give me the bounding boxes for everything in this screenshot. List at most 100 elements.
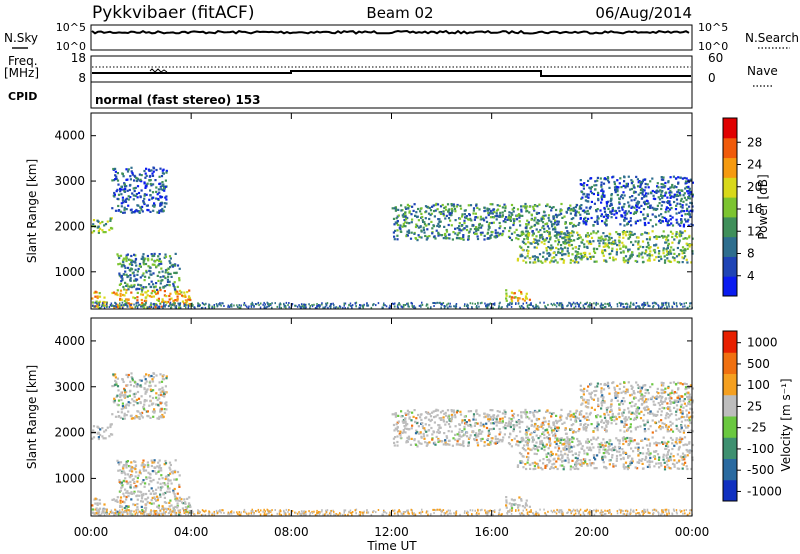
power-cell (624, 302, 627, 305)
velocity-cell (598, 451, 601, 454)
power-cell (135, 176, 138, 180)
power-cell (510, 212, 513, 215)
power-cell (553, 256, 556, 259)
velocity-cell (444, 423, 447, 426)
velocity-cell (453, 411, 456, 414)
power-cell (438, 301, 440, 304)
colorbar-segment (723, 177, 737, 198)
power-cell (630, 241, 633, 244)
colorbar-tick-label: 4 (747, 269, 755, 283)
velocity-cell (511, 414, 514, 417)
power-cell (157, 260, 161, 263)
power-cell (481, 231, 484, 234)
power-cell (607, 207, 610, 210)
power-cell (136, 204, 139, 207)
velocity-cell (677, 448, 680, 451)
velocity-cell (437, 428, 440, 432)
velocity-cell (476, 422, 479, 425)
power-cell (517, 302, 520, 305)
power-cell (645, 238, 649, 241)
power-cell (450, 305, 452, 308)
velocity-cell (540, 441, 543, 444)
power-cell (505, 297, 508, 300)
velocity-cell (519, 461, 522, 464)
power-cell (389, 305, 392, 308)
velocity-scatter (91, 372, 694, 517)
power-cell (530, 213, 533, 216)
power-cell (648, 257, 651, 260)
power-cell (549, 248, 552, 251)
velocity-cell (492, 414, 495, 417)
power-cell (418, 304, 421, 307)
velocity-cell (173, 478, 176, 481)
velocity-cell (467, 410, 470, 413)
power-cell (495, 212, 498, 215)
power-cell (467, 235, 470, 238)
power-cell (596, 221, 599, 224)
power-cell (669, 260, 673, 263)
power-cell (653, 207, 656, 210)
power-cell (605, 224, 608, 227)
velocity-cell (556, 426, 559, 429)
power-cell (676, 246, 679, 250)
power-cell (659, 189, 662, 192)
velocity-cell (181, 501, 184, 504)
power-cell (617, 186, 620, 189)
velocity-cell (519, 440, 522, 444)
velocity-cell (463, 428, 466, 431)
velocity-cell (567, 414, 570, 417)
power-cell (671, 306, 674, 309)
power-cell (488, 222, 491, 225)
velocity-cell (524, 411, 527, 414)
velocity-cell (630, 460, 633, 463)
power-cell (398, 226, 401, 229)
power-cell (396, 234, 399, 237)
power-cell (535, 256, 538, 259)
velocity-cell (161, 386, 164, 389)
power-cell (624, 211, 627, 214)
power-cell (421, 301, 423, 304)
velocity-cell (422, 435, 426, 438)
power-cell (121, 301, 124, 304)
velocity-cell (473, 434, 477, 437)
power-cell (168, 255, 172, 258)
power-cell (515, 228, 518, 231)
velocity-cell (169, 479, 172, 482)
velocity-cell (119, 395, 122, 399)
power-cell (460, 229, 463, 232)
velocity-cell (132, 492, 136, 495)
velocity-cell (114, 383, 117, 386)
power-cell (304, 303, 306, 306)
power-cell (120, 185, 123, 188)
power-cell (419, 210, 422, 213)
velocity-cell (450, 430, 453, 433)
power-cell (406, 221, 409, 224)
velocity-cell (524, 432, 527, 436)
velocity-cell (428, 441, 431, 444)
power-cell (332, 302, 334, 305)
power-cell (638, 306, 640, 309)
velocity-cell (126, 482, 129, 485)
velocity-cell (496, 437, 499, 441)
velocity-cell (616, 439, 620, 442)
power-cell (555, 234, 558, 237)
velocity-cell (439, 426, 442, 429)
power-cell (247, 306, 250, 309)
velocity-cell (128, 469, 131, 472)
power-cell (536, 212, 539, 215)
power-cell (157, 279, 160, 282)
velocity-cell (145, 492, 148, 496)
power-cell (178, 304, 180, 307)
power-cell (125, 302, 128, 305)
velocity-cell (458, 431, 461, 434)
power-cell (455, 303, 458, 305)
power-cell (404, 221, 407, 224)
power-cell (660, 193, 663, 196)
velocity-cell (167, 474, 170, 477)
velocity-cell (546, 431, 549, 434)
power-cell (501, 215, 504, 218)
velocity-cell (619, 458, 623, 461)
power-cell (139, 303, 142, 307)
power-cell (602, 304, 604, 307)
